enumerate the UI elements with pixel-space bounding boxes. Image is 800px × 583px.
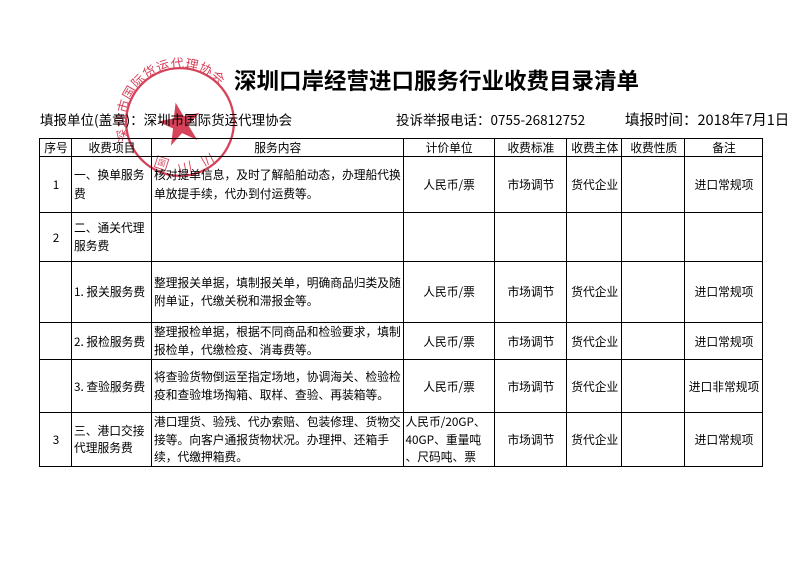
svg-text:深圳市国际货运代理协会: 深圳市国际货运代理协会 — [111, 53, 230, 144]
